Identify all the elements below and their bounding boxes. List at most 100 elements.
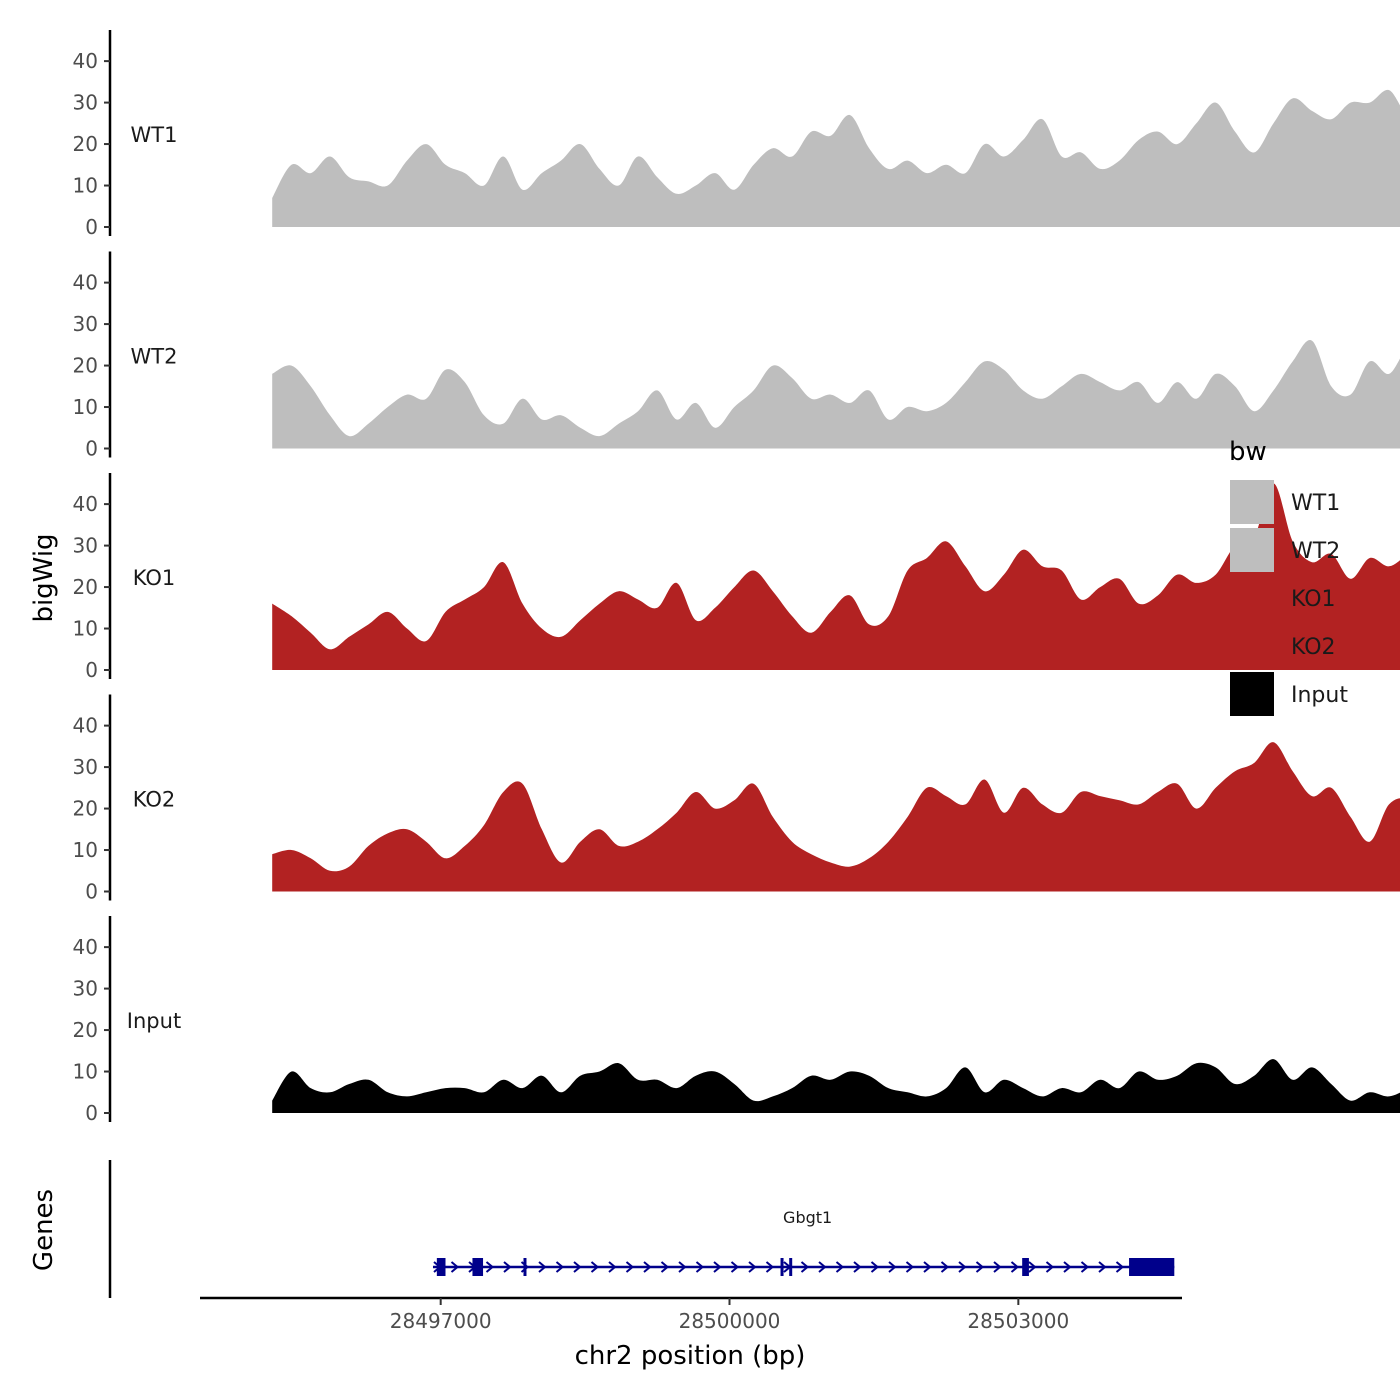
y-tick-label: 40: [73, 935, 98, 959]
legend-swatch: [1230, 576, 1274, 620]
y-tick-label: 10: [73, 617, 98, 641]
legend-swatch: [1230, 480, 1274, 524]
signal-area-ko2: [272, 742, 1400, 892]
y-axis-title: bigWig: [29, 533, 59, 622]
strand-arrow: [835, 1261, 845, 1273]
x-tick-label: 28503000: [967, 1309, 1069, 1333]
y-tick-label: 0: [85, 658, 98, 682]
strand-arrow: [538, 1261, 547, 1273]
strand-arrow: [643, 1261, 652, 1273]
strand-arrow: [1098, 1261, 1107, 1273]
track-label: KO2: [133, 788, 176, 812]
strand-arrow: [1115, 1261, 1125, 1273]
gene-gbgt1: Gbgt1: [432, 1208, 1175, 1276]
gene-exon: [472, 1258, 484, 1276]
signal-area-ko1: [272, 483, 1400, 670]
y-tick-label: 0: [85, 880, 98, 904]
track-wt1: 0 10 20 30 40 WT1: [73, 30, 1400, 239]
strand-arrow: [573, 1261, 582, 1273]
signal-area-wt1: [272, 89, 1400, 227]
signal-area-wt2: [272, 340, 1400, 449]
strand-arrow: [1080, 1261, 1090, 1273]
y-tick-label: 30: [73, 312, 98, 336]
x-tick-label: 28500000: [679, 1309, 781, 1333]
strand-arrow: [905, 1261, 915, 1273]
y-tick-label: 30: [73, 534, 98, 558]
legend-swatch: [1230, 672, 1274, 716]
y-tick-label: 40: [73, 492, 98, 516]
strand-arrow: [923, 1261, 932, 1273]
legend-label: WT2: [1291, 539, 1340, 564]
y-tick-label: 20: [73, 132, 98, 156]
strand-arrow: [625, 1261, 635, 1273]
y-tick-label: 40: [73, 49, 98, 73]
strand-arrow: [1028, 1261, 1037, 1273]
strand-arrow: [608, 1261, 617, 1273]
legend-label: Input: [1291, 683, 1348, 708]
y-tick-label: 0: [85, 437, 98, 461]
legend-swatch: [1230, 528, 1274, 572]
strand-arrow: [590, 1261, 600, 1273]
strand-arrow: [818, 1261, 827, 1273]
strand-arrow: [1063, 1261, 1072, 1273]
strand-arrow: [678, 1261, 687, 1273]
y-tick-label: 0: [85, 215, 98, 239]
gene-track: Genes Gbgt1: [29, 1160, 1175, 1298]
legend-entry-input: Input: [1230, 672, 1348, 716]
strand-arrow: [853, 1261, 862, 1273]
y-tick-label: 20: [73, 797, 98, 821]
strand-arrow: [870, 1261, 880, 1273]
legend-swatch: [1230, 624, 1274, 668]
strand-arrow: [1010, 1261, 1020, 1273]
strand-arrow: [800, 1261, 810, 1273]
strand-arrow: [888, 1261, 897, 1273]
legend-label: KO2: [1291, 635, 1336, 660]
signal-tracks: 0 10 20 30 40 WT1 0 10 20 30 40 WT2 0 10 20 30 40 KO1 0 10 2…: [73, 30, 1400, 1125]
strand-arrow: [975, 1261, 985, 1273]
legend-label: WT1: [1291, 491, 1340, 516]
signal-area-input: [272, 1059, 1400, 1113]
x-axis: 28497000 28500000 28503000: [200, 1296, 1182, 1333]
gene-exon: [523, 1258, 527, 1276]
legend-label: KO1: [1291, 587, 1336, 612]
strand-arrow: [993, 1261, 1002, 1273]
track-label: KO1: [133, 566, 176, 590]
track-label: WT2: [131, 345, 178, 369]
track-label: WT1: [131, 123, 178, 147]
gene-name-label: Gbgt1: [783, 1208, 832, 1227]
strand-arrow: [765, 1261, 775, 1273]
x-axis-title: chr2 position (bp): [575, 1341, 806, 1371]
strand-arrow: [503, 1261, 512, 1273]
gene-exon: [1022, 1258, 1029, 1276]
strand-arrow: [1045, 1261, 1055, 1273]
y-tick-label: 30: [73, 755, 98, 779]
legend: bw WT1 WT2 KO1 KO2 Input: [1229, 437, 1348, 716]
strand-arrow: [695, 1261, 705, 1273]
y-tick-label: 40: [73, 714, 98, 738]
legend-entry-wt2: WT2: [1230, 528, 1340, 572]
x-tick-label: 28497000: [390, 1309, 492, 1333]
strand-arrow: [660, 1261, 670, 1273]
strand-arrow: [485, 1261, 495, 1273]
track-ko1: 0 10 20 30 40 KO1: [73, 473, 1400, 682]
gene-exon: [436, 1258, 446, 1276]
track-label: Input: [127, 1009, 181, 1033]
strand-arrow: [555, 1261, 565, 1273]
y-tick-label: 20: [73, 1018, 98, 1042]
y-tick-label: 20: [73, 354, 98, 378]
y-tick-label: 10: [73, 838, 98, 862]
legend-title: bw: [1229, 437, 1267, 467]
y-tick-label: 0: [85, 1101, 98, 1125]
y-tick-label: 30: [73, 977, 98, 1001]
y-tick-label: 20: [73, 575, 98, 599]
track-wt2: 0 10 20 30 40 WT2: [73, 251, 1400, 461]
strand-arrow: [958, 1261, 967, 1273]
strand-arrow: [730, 1261, 740, 1273]
y-tick-label: 10: [73, 1060, 98, 1084]
y-tick-label: 30: [73, 91, 98, 115]
gene-exon: [780, 1258, 784, 1276]
y-tick-label: 10: [73, 395, 98, 419]
legend-entry-ko1: KO1: [1230, 576, 1336, 620]
genes-track-label: Genes: [29, 1189, 59, 1271]
